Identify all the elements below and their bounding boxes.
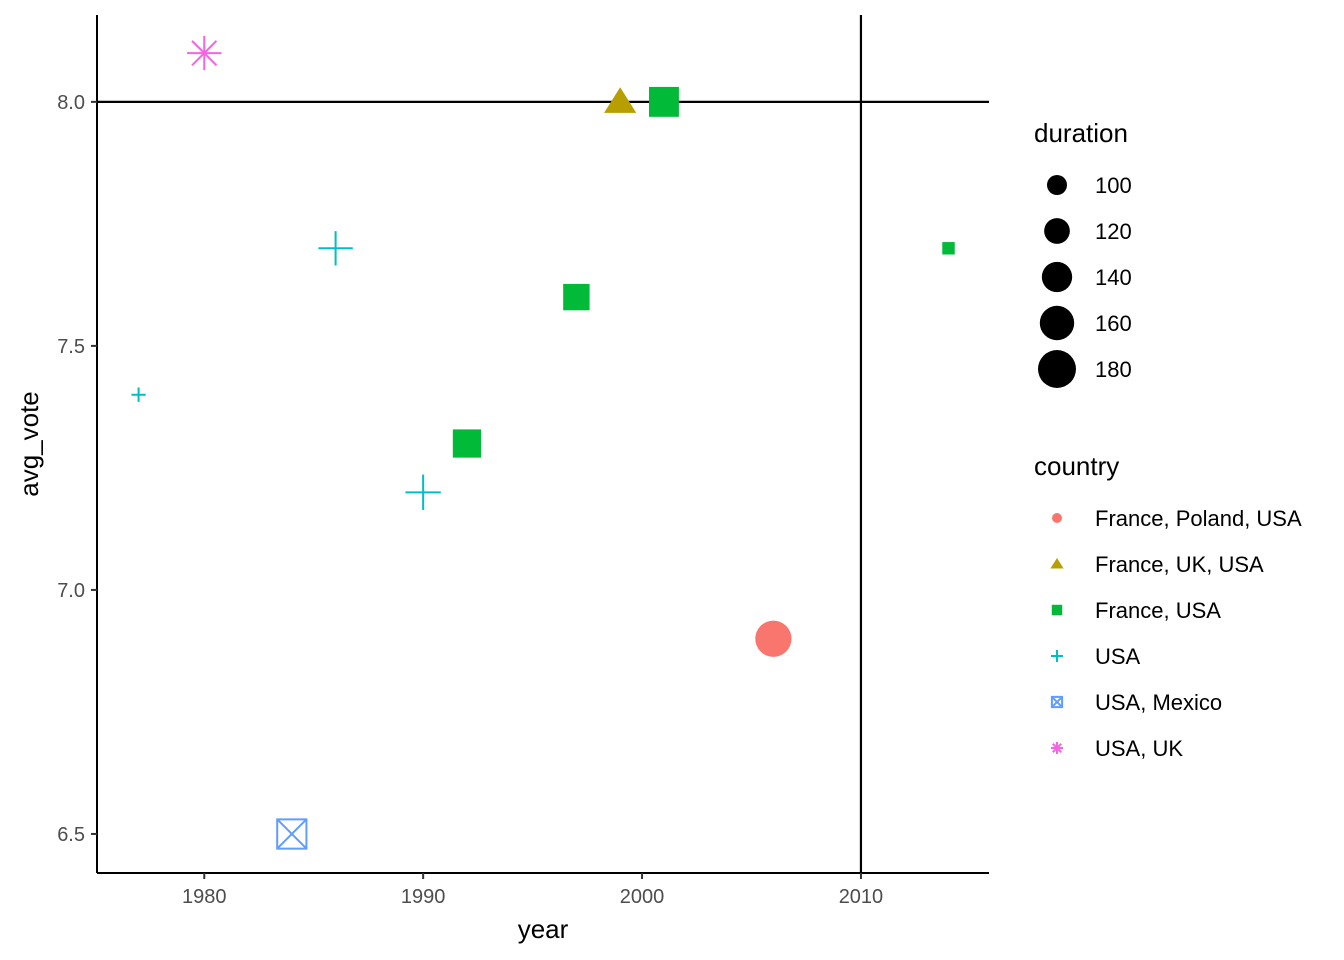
square-mark bbox=[942, 242, 955, 255]
color-legend-key bbox=[1050, 695, 1064, 709]
color-legend-key bbox=[1051, 604, 1063, 616]
data-point bbox=[131, 387, 146, 402]
size-legend-title: duration bbox=[1034, 118, 1128, 148]
x-tick-label: 2000 bbox=[620, 886, 665, 908]
color-legend-label: France, Poland, USA bbox=[1095, 506, 1302, 531]
data-point bbox=[405, 474, 441, 510]
y-tick-label: 7.0 bbox=[57, 580, 85, 602]
square-mark bbox=[1051, 604, 1063, 616]
color-legend-label: France, UK, USA bbox=[1095, 552, 1264, 577]
color-legend-label: France, USA bbox=[1095, 598, 1221, 623]
data-point bbox=[604, 87, 637, 113]
x-tick-label: 1990 bbox=[401, 886, 446, 908]
size-legend-key bbox=[1047, 175, 1067, 195]
size-legend-label: 140 bbox=[1095, 265, 1132, 290]
size-legend-label: 100 bbox=[1095, 173, 1132, 198]
size-legend-key bbox=[1039, 305, 1075, 341]
color-legend-label: USA bbox=[1095, 644, 1141, 669]
plot-marks bbox=[97, 15, 989, 873]
color-legend-key bbox=[1051, 742, 1063, 754]
plus-mark bbox=[405, 474, 441, 510]
color-legend-key bbox=[1050, 558, 1064, 569]
y-tick-label: 8.0 bbox=[57, 92, 85, 114]
color-legend-key bbox=[1051, 650, 1063, 662]
data-point bbox=[755, 620, 792, 657]
data-point bbox=[276, 818, 308, 850]
circle-mark bbox=[755, 620, 792, 657]
plus-mark bbox=[318, 231, 353, 266]
box-x-mark bbox=[276, 818, 308, 850]
plus-mark bbox=[131, 387, 146, 402]
asterisk-mark bbox=[1051, 742, 1063, 754]
x-axis-title: year bbox=[518, 914, 569, 944]
data-point bbox=[563, 283, 590, 311]
triangle-mark bbox=[1050, 558, 1064, 569]
color-legend-title: country bbox=[1034, 451, 1119, 481]
x-tick-label: 1980 bbox=[182, 886, 227, 908]
square-mark bbox=[452, 429, 482, 458]
size-legend-key bbox=[1038, 350, 1076, 388]
box-x-mark bbox=[1050, 695, 1064, 709]
data-point bbox=[187, 35, 222, 71]
size-legend-label: 120 bbox=[1095, 219, 1132, 244]
data-point bbox=[318, 231, 353, 266]
color-legend-label: USA, Mexico bbox=[1095, 690, 1222, 715]
triangle-mark bbox=[604, 87, 637, 113]
size-legend-key bbox=[1041, 261, 1073, 293]
size-legend-key bbox=[1044, 218, 1070, 244]
asterisk-mark bbox=[187, 35, 222, 71]
color-legend-label: USA, UK bbox=[1095, 736, 1183, 761]
y-tick-label: 6.5 bbox=[57, 824, 85, 846]
circle-mark bbox=[1052, 513, 1062, 523]
plus-mark bbox=[1051, 650, 1063, 662]
color-legend-key bbox=[1052, 513, 1062, 523]
y-axis-title: avg_vote bbox=[14, 391, 44, 497]
square-mark bbox=[563, 283, 590, 311]
data-point bbox=[452, 429, 482, 458]
square-mark bbox=[648, 86, 679, 117]
legend: 100 120 140 160 180 France, Poland, USA France… bbox=[1038, 173, 1302, 761]
axis-ticks: 1980 1990 2000 2010 6.5 7.0 7.5 8.0 bbox=[57, 92, 883, 908]
y-tick-label: 7.5 bbox=[57, 336, 85, 358]
size-legend-label: 160 bbox=[1095, 311, 1132, 336]
data-point bbox=[942, 242, 955, 255]
size-legend-label: 180 bbox=[1095, 357, 1132, 382]
x-tick-label: 2010 bbox=[839, 886, 884, 908]
data-point bbox=[648, 86, 679, 117]
